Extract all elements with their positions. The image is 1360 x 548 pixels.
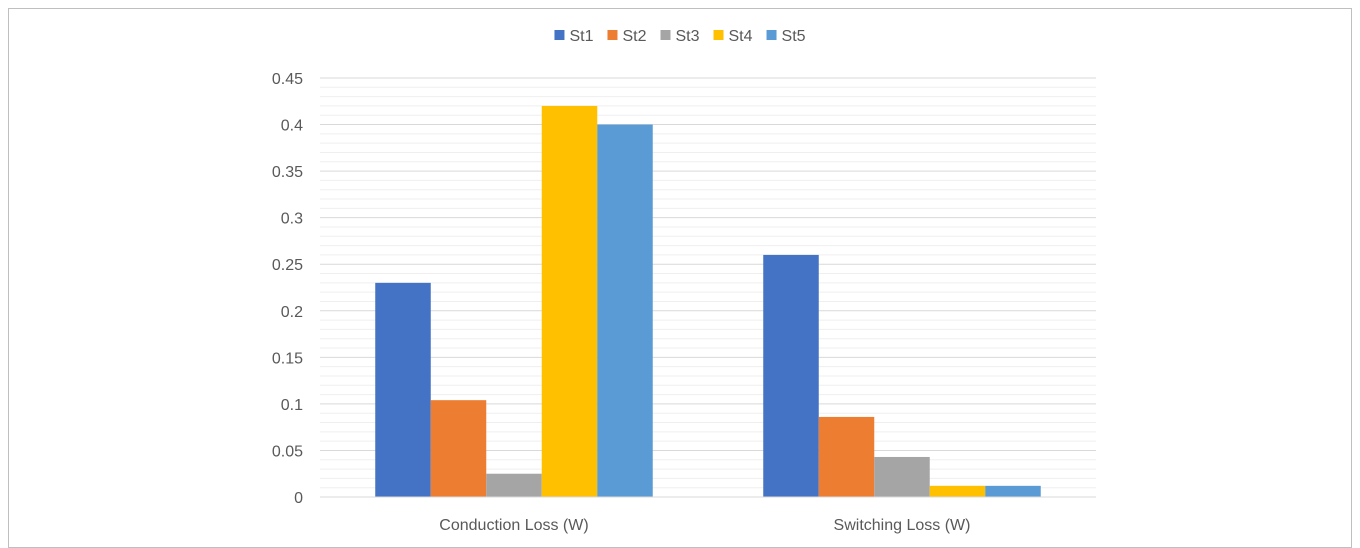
legend-swatch-st1	[554, 30, 565, 40]
bar-st2-2	[818, 416, 875, 497]
y-tick-label: 0.15	[272, 350, 303, 367]
legend-label: St3	[675, 28, 699, 45]
y-tick-label: 0.4	[281, 118, 303, 135]
legend-swatch-st3	[660, 30, 671, 40]
x-category-label: Switching Loss (W)	[834, 517, 971, 534]
y-tick-label: 0.35	[272, 164, 303, 181]
legend: St1 St2 St3 St4 St5	[554, 28, 806, 45]
y-tick-label: 0.05	[272, 443, 303, 460]
y-axis-tick-labels: 0 0.05 0.1 0.15 0.2 0.25 0.3 0.35 0.4 0.45	[272, 71, 303, 507]
y-tick-label: 0.3	[281, 211, 303, 228]
bar-st5-1	[597, 124, 653, 498]
y-tick-label: 0.45	[272, 71, 303, 88]
bar-st4-2	[929, 485, 986, 497]
legend-swatch-st2	[607, 30, 618, 40]
bars	[375, 105, 1041, 498]
bar-st3-1	[486, 473, 542, 497]
chart-frame	[8, 8, 1352, 548]
y-tick-label: 0.25	[272, 257, 303, 274]
x-category-label: Conduction Loss (W)	[439, 517, 588, 534]
legend-label: St2	[622, 28, 646, 45]
bar-st1-2	[763, 254, 819, 497]
major-gridlines	[320, 77, 1096, 451]
y-tick-label: 0	[294, 490, 303, 507]
y-tick-label: 0.2	[281, 304, 303, 321]
y-tick-label: 0.1	[281, 397, 303, 414]
legend-label: St1	[569, 28, 593, 45]
bar-st4-1	[541, 105, 598, 497]
bar-st1-1	[375, 282, 431, 497]
bar-st3-2	[874, 456, 930, 497]
legend-label: St4	[729, 28, 753, 45]
bar-st2-1	[430, 400, 487, 497]
x-axis-category-labels: Conduction Loss (W) Switching Loss (W)	[439, 517, 970, 534]
bar-st5-2	[985, 485, 1041, 497]
legend-swatch-st4	[713, 30, 724, 40]
legend-swatch-st5	[766, 30, 777, 40]
legend-label: St5	[782, 28, 806, 45]
